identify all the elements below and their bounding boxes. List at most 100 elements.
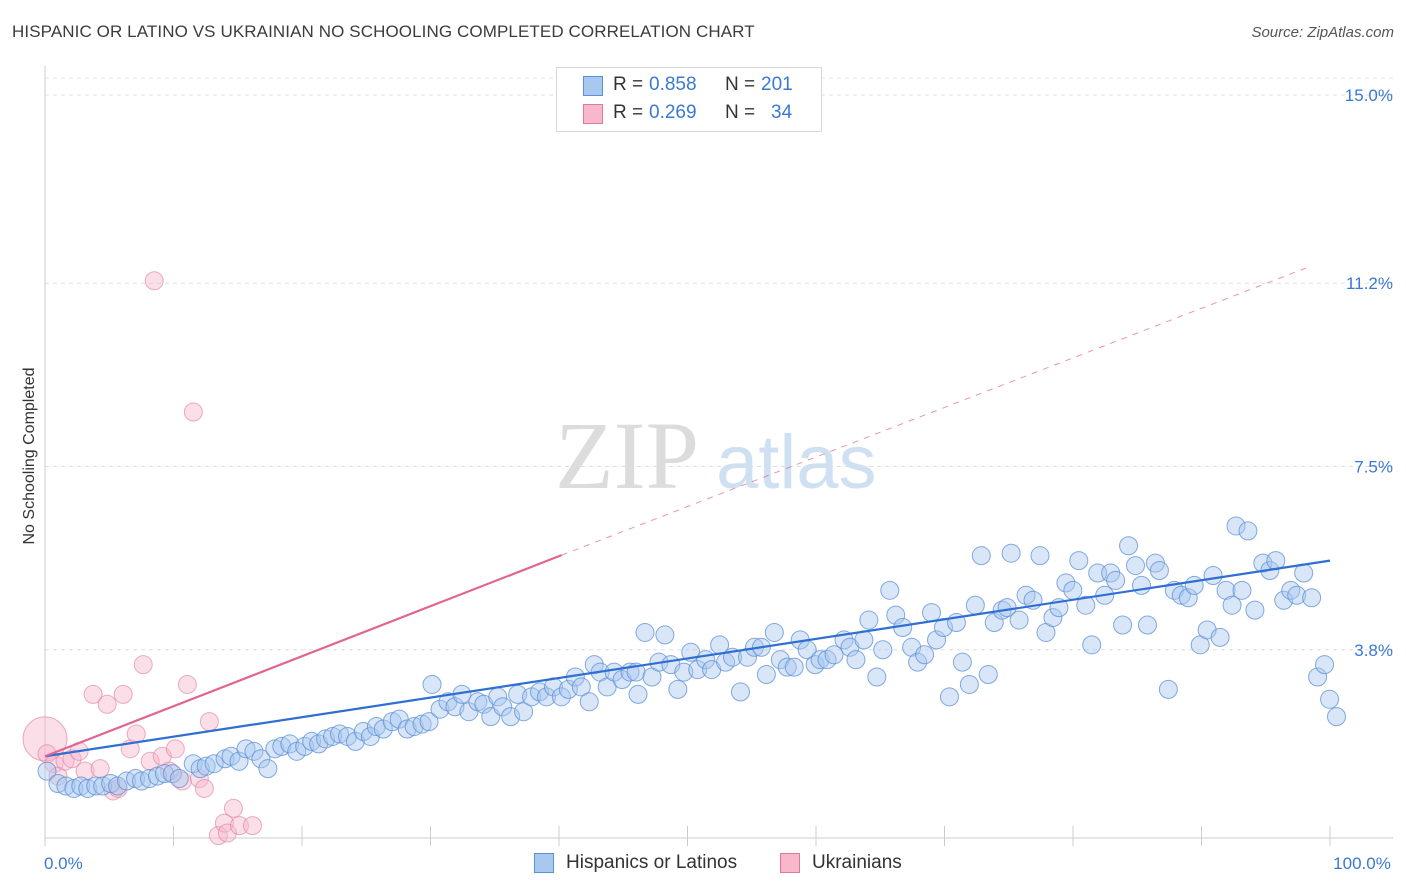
legend-swatch-pink <box>583 104 603 124</box>
y-tick-label: 11.2% <box>1346 274 1393 293</box>
bottom-legend-swatch-pink <box>780 853 800 873</box>
data-point-ukrainian <box>189 769 209 789</box>
legend-n-label: N = <box>725 102 756 123</box>
data-point-hispanic <box>952 652 972 672</box>
data-point-ukrainian <box>199 712 219 732</box>
data-point-hispanic <box>147 766 167 786</box>
legend-r-label: R = <box>613 74 644 95</box>
data-point-hispanic <box>777 657 797 677</box>
data-point-hispanic <box>579 692 599 712</box>
data-point-hispanic <box>1043 608 1063 628</box>
data-point-hispanic <box>86 776 106 796</box>
data-point-hispanic <box>880 580 900 600</box>
data-point-hispanic <box>655 625 675 645</box>
data-point-hispanic <box>345 731 365 751</box>
data-point-ukrainian <box>144 271 164 291</box>
x-tick-label: 100.0% <box>1333 854 1391 873</box>
data-point-hispanic <box>1315 655 1335 675</box>
data-point-hispanic <box>756 665 776 685</box>
data-point-hispanic <box>382 712 402 732</box>
data-point-hispanic <box>1308 667 1328 687</box>
data-point-hispanic <box>56 776 76 796</box>
legend-swatch-blue <box>583 76 603 96</box>
data-point-ukrainian <box>165 739 185 759</box>
watermark-zip: ZIP <box>555 402 699 509</box>
data-point-hispanic <box>501 707 521 727</box>
data-point-hispanic <box>280 734 300 754</box>
data-point-hispanic <box>419 712 439 732</box>
data-point-ukrainian <box>194 778 214 798</box>
data-point-hispanic <box>1076 595 1096 615</box>
data-point-ukrainian <box>242 816 262 836</box>
data-point-ukrainian <box>172 771 192 791</box>
data-point-hispanic <box>971 546 991 566</box>
data-point-hispanic <box>939 687 959 707</box>
data-point-hispanic <box>196 756 216 776</box>
data-point-hispanic <box>493 697 513 717</box>
legend-r-value: 0.858 <box>649 74 697 95</box>
data-point-hispanic <box>867 667 887 687</box>
data-point-hispanic <box>824 645 844 665</box>
data-point-hispanic <box>389 709 409 729</box>
data-point-hispanic <box>1203 565 1223 585</box>
data-point-hispanic <box>258 759 278 779</box>
data-point-hispanic <box>169 769 189 789</box>
data-point-hispanic <box>551 687 571 707</box>
legend-n-value: 34 <box>771 102 793 123</box>
data-point-ukrainian <box>83 684 103 704</box>
data-point-hispanic <box>302 731 322 751</box>
data-point-ukrainian <box>177 674 197 694</box>
data-point-hispanic <box>1171 585 1191 605</box>
bottom-legend-label: Ukrainians <box>812 852 902 873</box>
data-point-hispanic <box>1137 615 1157 635</box>
data-point-hispanic <box>412 714 432 734</box>
data-point-hispanic <box>859 610 879 630</box>
data-point-hispanic <box>1106 570 1126 590</box>
data-point-hispanic <box>93 776 113 796</box>
data-point-ukrainian <box>90 759 110 779</box>
bottom-legend-swatch-blue <box>534 853 554 873</box>
data-point-hispanic <box>1119 536 1139 556</box>
y-tick-label: 7.5% <box>1354 458 1393 477</box>
data-point-hispanic <box>236 739 256 759</box>
data-point-hispanic <box>272 736 292 756</box>
data-point-hispanic <box>1222 595 1242 615</box>
data-point-hispanic <box>71 776 91 796</box>
data-point-hispanic <box>1009 610 1029 630</box>
data-point-hispanic <box>927 630 947 650</box>
data-point-hispanic <box>397 719 417 739</box>
data-point-hispanic <box>635 622 655 642</box>
y-tick-label: 15.0% <box>1345 86 1393 105</box>
data-point-hispanic <box>1327 707 1347 727</box>
data-point-hispanic <box>688 660 708 680</box>
data-point-hispanic <box>1149 561 1169 581</box>
data-point-ukrainian <box>229 816 249 836</box>
data-point-hispanic <box>1287 585 1307 605</box>
data-point-hispanic <box>674 662 694 682</box>
data-point-hispanic <box>959 674 979 694</box>
legend-r-value: 0.269 <box>649 102 697 123</box>
data-point-hispanic <box>922 603 942 623</box>
data-point-hispanic <box>204 754 224 774</box>
trend-line-ukrainian-extension <box>561 267 1307 556</box>
data-point-hispanic <box>108 776 128 796</box>
data-point-hispanic <box>536 687 556 707</box>
data-point-hispanic <box>139 769 159 789</box>
data-point-ukrainian <box>126 724 146 744</box>
data-point-hispanic <box>1126 556 1146 576</box>
data-point-hispanic <box>1001 543 1021 563</box>
legend-n-label: N = <box>725 74 756 95</box>
data-point-hispanic <box>132 771 152 791</box>
data-point-hispanic <box>1184 575 1204 595</box>
data-point-hispanic <box>915 645 935 665</box>
data-point-hispanic <box>64 778 84 798</box>
data-point-hispanic <box>244 741 264 761</box>
data-point-hispanic <box>366 717 386 737</box>
correlation-legend: R = 0.858 N = 201 R = 0.269 N = 34 <box>556 67 822 132</box>
data-point-ukrainian <box>97 694 117 714</box>
data-point-hispanic <box>965 595 985 615</box>
data-point-hispanic <box>1113 615 1133 635</box>
data-point-ukrainian <box>133 655 153 675</box>
bottom-legend-label: Hispanics or Latinos <box>566 852 738 873</box>
